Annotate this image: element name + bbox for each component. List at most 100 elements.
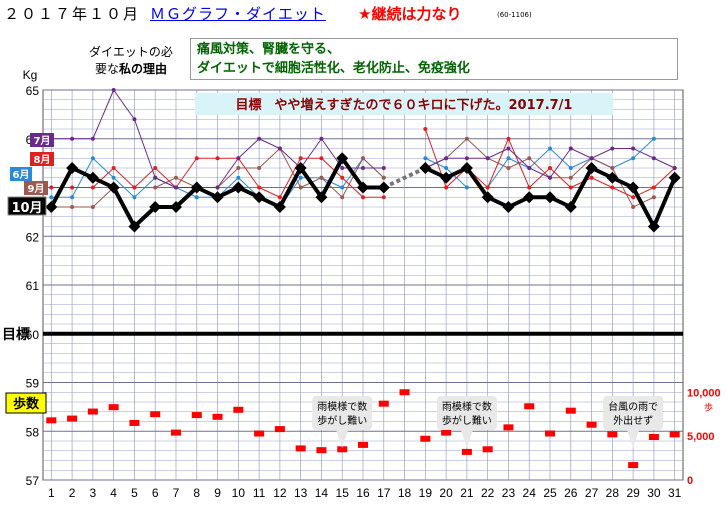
data-point-jun (340, 186, 344, 190)
x-tick-label: 14 (315, 486, 329, 500)
y-tick-label: 61 (26, 279, 40, 293)
steps-marker (607, 431, 617, 437)
data-point-aug (361, 195, 365, 199)
data-point-jul (340, 166, 344, 170)
data-point-jul (278, 147, 282, 151)
y-tick-label: 57 (26, 474, 40, 488)
data-point-jun (195, 195, 199, 199)
annotation-text: 雨模様で数 (442, 400, 492, 413)
data-point-aug (91, 186, 95, 190)
data-point-jun (112, 176, 116, 180)
steps-unit-label: 歩 (704, 401, 713, 413)
goal-banner-text: 目標 やや増えすぎたので６０キロに下げた。2017.7/1 (236, 97, 573, 113)
data-point-sep (153, 186, 157, 190)
data-point-sep (70, 205, 74, 209)
goal-label: 目標 (2, 326, 30, 343)
steps-marker (129, 420, 139, 426)
data-point-jul (257, 137, 261, 141)
data-point-jun (91, 156, 95, 160)
data-point-aug (527, 186, 531, 190)
x-tick-label: 3 (90, 486, 97, 500)
steps-marker (483, 446, 493, 452)
steps-marker (358, 442, 368, 448)
x-tick-label: 13 (294, 486, 308, 500)
data-point-aug (49, 186, 53, 190)
data-point-jun (548, 147, 552, 151)
weight-chart: 575859606162636465Kg12345678910111213141… (0, 0, 726, 507)
data-point-sep (299, 186, 303, 190)
data-point-jul (361, 166, 365, 170)
data-point-jun (444, 166, 448, 170)
steps-marker (213, 414, 223, 420)
data-point-jul (465, 156, 469, 160)
data-point-jul (527, 166, 531, 170)
data-point-jul (319, 137, 323, 141)
steps-marker (670, 431, 680, 437)
x-tick-label: 12 (273, 486, 287, 500)
data-point-sep (631, 205, 635, 209)
data-point-jul (631, 147, 635, 151)
steps-marker (441, 430, 451, 436)
data-point-jul (486, 156, 490, 160)
data-point-sep (91, 205, 95, 209)
x-tick-label: 11 (253, 486, 266, 500)
steps-marker (67, 416, 77, 422)
series-label-jun: 6月 (13, 169, 30, 181)
steps-marker (275, 426, 285, 432)
annotation-text: 外出せず (613, 414, 653, 427)
y-axis-label: Kg (23, 68, 38, 82)
steps-marker (296, 445, 306, 451)
annotation-text: 歩がし難い (317, 414, 367, 427)
data-point-aug (216, 156, 220, 160)
data-point-jun (631, 156, 635, 160)
annotation-text: 歩がし難い (442, 414, 492, 427)
data-point-jun (299, 176, 303, 180)
data-point-sep (569, 176, 573, 180)
steps-tick-label: 10,000 (687, 387, 721, 399)
data-point-jul (382, 166, 386, 170)
data-point-aug (652, 186, 656, 190)
steps-marker (420, 436, 430, 442)
x-tick-label: 24 (523, 486, 537, 500)
steps-marker (379, 401, 389, 407)
data-point-jun (423, 156, 427, 160)
steps-marker (400, 389, 410, 395)
x-tick-label: 5 (131, 486, 138, 500)
annotation-text: 雨模様で数 (317, 400, 367, 413)
data-point-sep (236, 166, 240, 170)
data-point-aug (132, 186, 136, 190)
data-point-sep (257, 166, 261, 170)
data-point-jun (506, 156, 510, 160)
steps-marker (587, 422, 597, 428)
x-tick-label: 4 (110, 486, 117, 500)
data-point-jul (673, 166, 677, 170)
data-point-jul (132, 117, 136, 121)
steps-marker (524, 403, 534, 409)
data-point-jul (91, 137, 95, 141)
data-point-sep (610, 166, 614, 170)
steps-label: 歩数 (13, 396, 40, 412)
data-point-aug (548, 166, 552, 170)
data-point-sep (382, 176, 386, 180)
data-point-aug (631, 195, 635, 199)
data-point-sep (652, 195, 656, 199)
data-point-aug (299, 156, 303, 160)
data-point-sep (340, 195, 344, 199)
data-point-aug (319, 156, 323, 160)
data-point-jul (153, 176, 157, 180)
x-tick-label: 9 (214, 486, 221, 500)
data-point-jun (569, 166, 573, 170)
steps-tick-label: 0 (687, 475, 693, 487)
x-tick-label: 16 (356, 486, 370, 500)
x-tick-label: 25 (543, 486, 557, 500)
data-point-sep (319, 176, 323, 180)
data-point-aug (590, 176, 594, 180)
data-point-jul (236, 156, 240, 160)
data-point-aug (423, 127, 427, 131)
steps-marker (150, 411, 160, 417)
data-point-aug (70, 186, 74, 190)
steps-marker (545, 430, 555, 436)
x-tick-label: 26 (564, 486, 578, 500)
steps-marker (462, 449, 472, 455)
data-point-jun (70, 195, 74, 199)
